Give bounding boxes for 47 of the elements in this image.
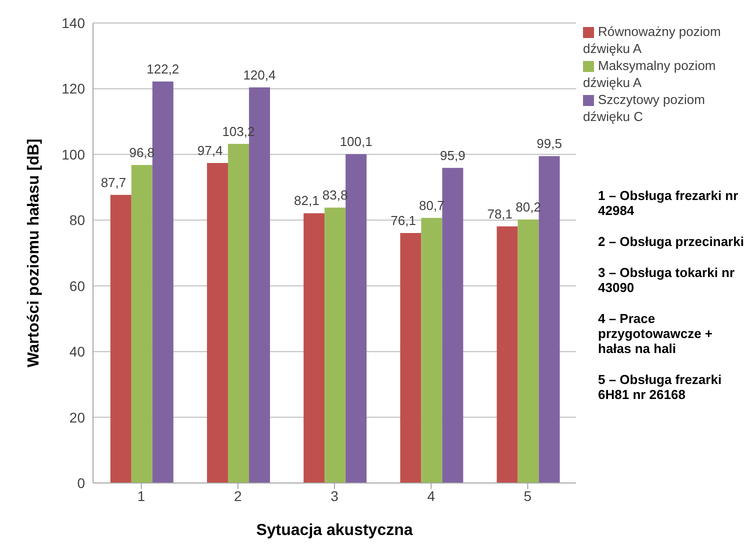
text: 5 – Obsługa frezarki 6H81 nr 26168 [598, 372, 723, 402]
legend-label: Równoważny poziom dźwięku A [583, 24, 721, 56]
y-tick-label: 140 [62, 14, 86, 31]
y-tick-label: 20 [69, 409, 86, 426]
bar [346, 154, 367, 483]
data-label: 99,5 [536, 136, 562, 152]
x-tick-label: 4 [427, 488, 436, 504]
x-axis-title: Sytuacja akustyczna [256, 522, 413, 539]
x-tick-label: 2 [234, 488, 242, 504]
legend-label: Maksymalny poziom dźwięku A [583, 58, 716, 90]
y-tick-label: 0 [77, 474, 86, 491]
y-tick-label: 60 [69, 278, 86, 294]
text: 3 – Obsługa tokarki nr 43090 [598, 265, 736, 295]
legend-label: Szczytowy poziom dźwięku C [583, 92, 705, 124]
data-label: 120,4 [243, 67, 276, 82]
y-tick-label: 120 [62, 80, 86, 97]
x-tick-label: 1 [137, 488, 146, 504]
y-axis-title: Wartości poziomu hałasu [dB] [26, 138, 43, 368]
bar [400, 232, 422, 483]
text: 2 – Obsługa przecinarki [598, 234, 745, 249]
data-label: 95,9 [440, 148, 466, 163]
data-label: 97,4 [197, 142, 223, 158]
data-label: 87,7 [100, 174, 126, 190]
data-label: 82,1 [294, 193, 320, 208]
bar [324, 208, 346, 483]
bar [131, 164, 152, 483]
bar [304, 213, 325, 483]
bar [206, 162, 228, 483]
data-label: 100,1 [340, 134, 372, 150]
x-tick-label: 3 [330, 488, 339, 504]
y-tick-label: 40 [69, 344, 86, 360]
bar [110, 194, 132, 483]
text: 4 – Prace przygotowawcze + hałas na hali [598, 311, 714, 356]
bar [538, 156, 560, 483]
data-label: 76,1 [390, 212, 416, 228]
data-label: 122,2 [146, 61, 180, 76]
bar [228, 144, 249, 483]
bar [421, 218, 442, 483]
y-tick-label: 80 [69, 212, 86, 228]
bar [496, 226, 518, 483]
bar [442, 168, 464, 483]
x-tick-label: 5 [524, 488, 532, 504]
bar [152, 81, 174, 483]
text: 1 – Obsługa frezarki nr 42984 [598, 188, 740, 218]
data-label: 78,1 [487, 206, 513, 222]
y-tick-label: 100 [62, 146, 86, 162]
bar [518, 219, 539, 483]
